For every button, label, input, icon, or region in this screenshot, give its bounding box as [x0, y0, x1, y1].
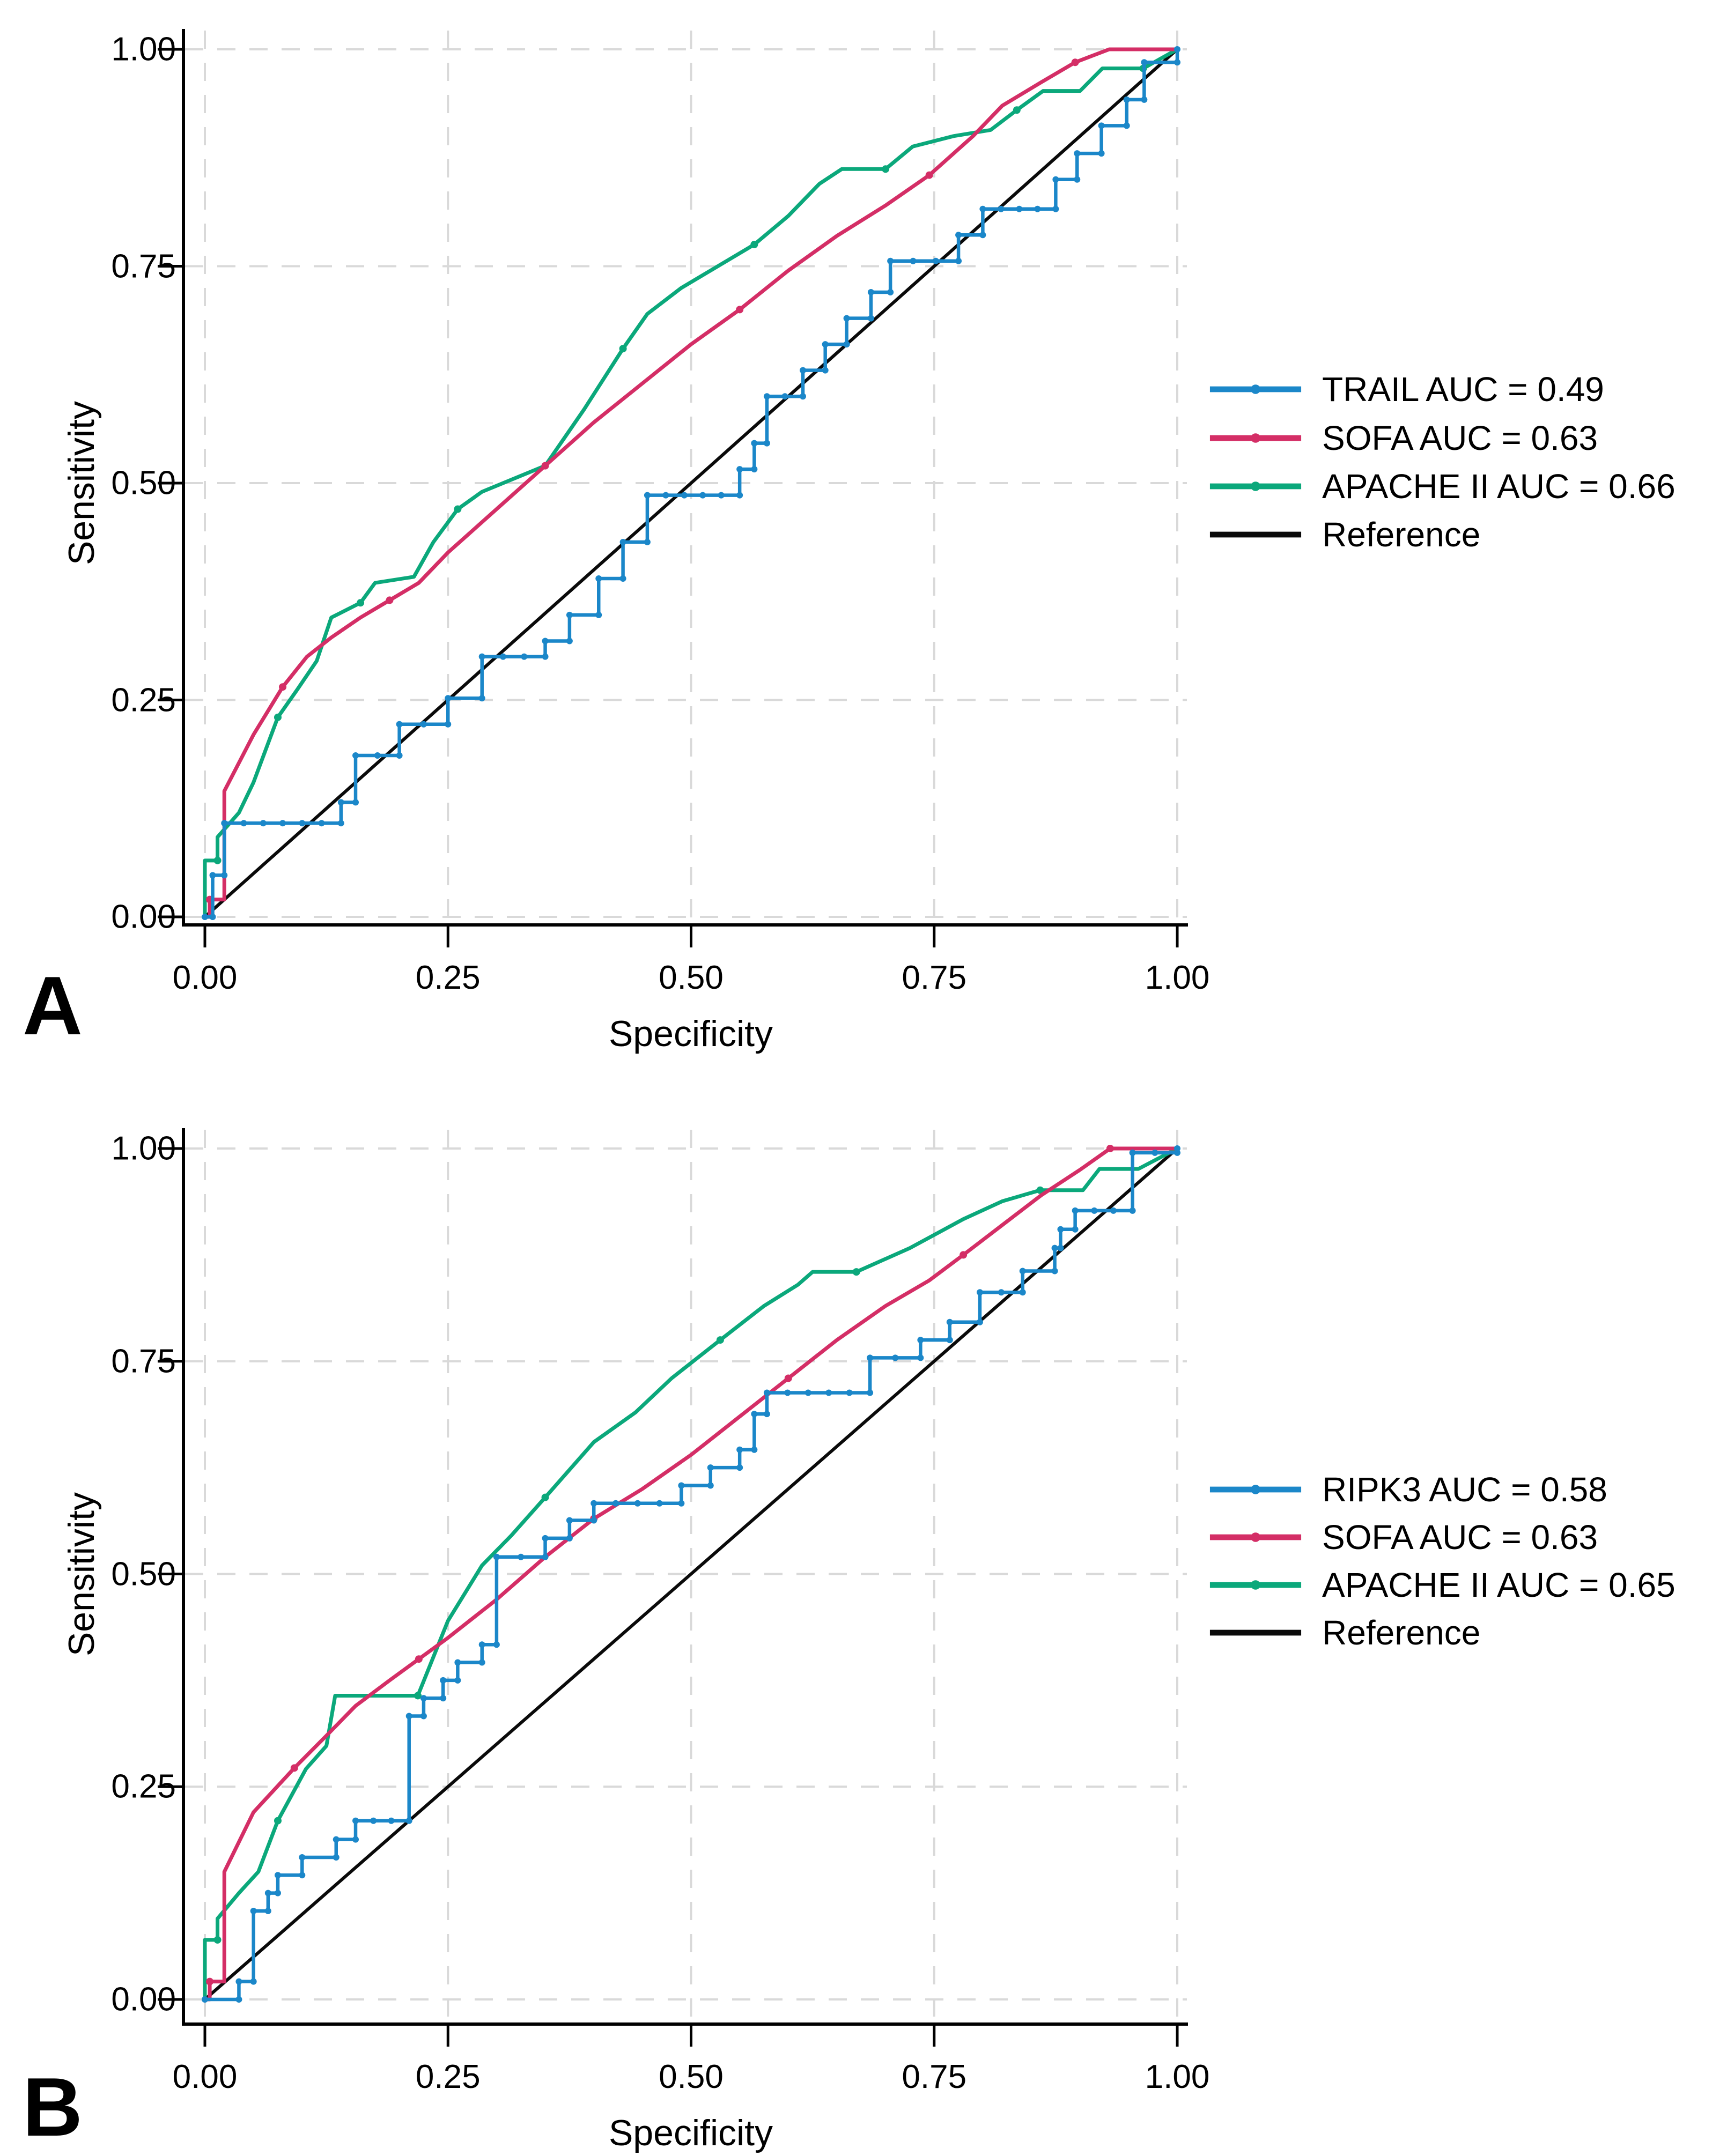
x-tick-label: 0.75 [902, 2058, 967, 2095]
legend-item-ripk3: RIPK3 AUC = 0.58 [1208, 1470, 1607, 1509]
legend-line-icon [1209, 1629, 1302, 1636]
y-tick-label: 0.75 [111, 1343, 176, 1380]
x-axis-ticks-panel-a: 0.00 0.25 0.50 0.75 1.00 [173, 959, 1210, 1002]
y-tick-label: 0.50 [111, 1555, 176, 1592]
y-axis-title-panel-b: Sensitivity [61, 1492, 102, 1657]
x-tick-label: 1.00 [1145, 959, 1210, 996]
legend-line-icon [1209, 433, 1302, 443]
legend-label: Reference [1322, 1613, 1481, 1652]
y-tick-label: 0.50 [111, 464, 176, 502]
y-tick-label: 0.25 [111, 1768, 176, 1805]
legend-line-icon [1209, 1580, 1302, 1590]
x-tick-label: 1.00 [1145, 2058, 1210, 2095]
y-axis-title-panel-a: Sensitivity [61, 401, 102, 566]
y-tick-label: 0.00 [111, 898, 176, 936]
legend-line-icon [1209, 1485, 1302, 1494]
legend-item-apache-b: APACHE II AUC = 0.65 [1208, 1566, 1676, 1604]
roc-plot-panel-b [158, 1128, 1188, 2047]
legend-label: APACHE II AUC = 0.66 [1322, 467, 1676, 506]
y-tick-label: 0.25 [111, 681, 176, 718]
legend-item-reference-b: Reference [1208, 1613, 1480, 1652]
panel-letter-a: A [23, 959, 83, 1052]
x-tick-label: 0.75 [902, 959, 967, 996]
legend-label: SOFA AUC = 0.63 [1322, 1518, 1598, 1557]
y-tick-label: 0.00 [111, 1981, 176, 2018]
legend-line-icon [1209, 1532, 1302, 1542]
legend-label: SOFA AUC = 0.63 [1322, 419, 1598, 457]
legend-line-icon [1209, 531, 1302, 538]
legend-item-trail: TRAIL AUC = 0.49 [1208, 370, 1604, 409]
x-tick-label: 0.00 [172, 2058, 238, 2095]
x-tick-label: 0.00 [172, 959, 238, 996]
x-axis-title-panel-a: Specificity [608, 1013, 773, 1054]
legend-line-icon [1209, 384, 1302, 394]
y-axis-ticks-panel-b: 1.00 0.75 0.50 0.25 0.00 [59, 1130, 176, 2018]
x-axis-ticks-panel-b: 0.00 0.25 0.50 0.75 1.00 [173, 2058, 1210, 2101]
legend-item-sofa-a: SOFA AUC = 0.63 [1208, 419, 1598, 457]
legend-item-sofa-b: SOFA AUC = 0.63 [1208, 1518, 1598, 1557]
y-axis-ticks-panel-a: 1.00 0.75 0.50 0.25 0.00 [59, 31, 176, 936]
y-tick-label: 1.00 [111, 1130, 176, 1167]
legend-item-reference-a: Reference [1208, 515, 1480, 554]
y-tick-label: 1.00 [111, 31, 176, 68]
roc-plot-panel-a [158, 29, 1188, 947]
legend-label: RIPK3 AUC = 0.58 [1322, 1470, 1607, 1509]
legend-item-apache-a: APACHE II AUC = 0.66 [1208, 467, 1676, 506]
x-tick-label: 0.50 [659, 2058, 724, 2095]
x-tick-label: 0.25 [415, 959, 481, 996]
x-tick-label: 0.50 [659, 959, 724, 996]
panel-letter-b: B [23, 2061, 83, 2153]
legend-label: TRAIL AUC = 0.49 [1322, 370, 1604, 409]
x-axis-title-panel-b: Specificity [608, 2113, 773, 2153]
x-tick-label: 0.25 [415, 2058, 481, 2095]
legend-label: Reference [1322, 515, 1481, 554]
legend-line-icon [1209, 481, 1302, 491]
legend-label: APACHE II AUC = 0.65 [1322, 1566, 1676, 1604]
y-tick-label: 0.75 [111, 248, 176, 285]
